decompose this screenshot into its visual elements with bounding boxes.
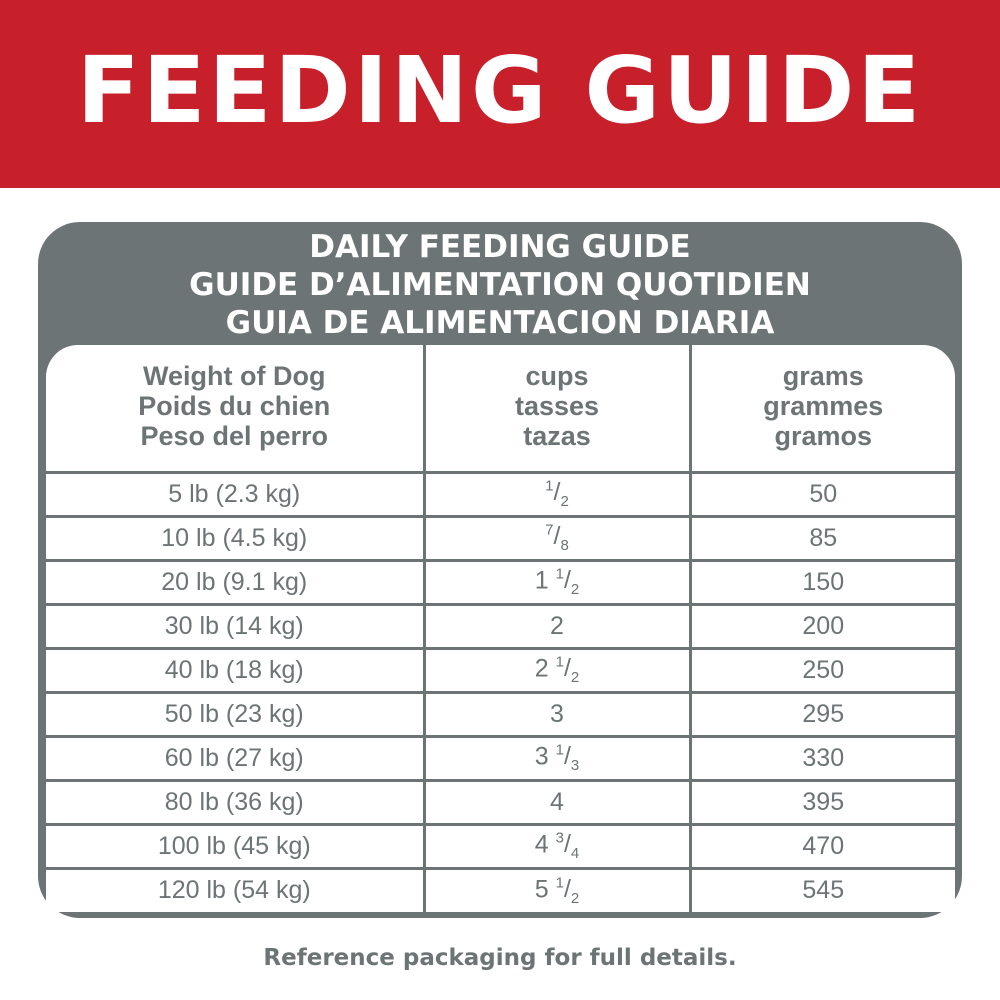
cups-fraction: 1/2 xyxy=(555,874,580,907)
weight-cell: 60 lb (27 kg) xyxy=(46,734,426,782)
fraction-numerator: 1 xyxy=(545,477,554,495)
header-cups: cups tasses tazas xyxy=(422,345,692,474)
fraction-numerator: 7 xyxy=(545,521,554,539)
cups-fraction: 1/2 xyxy=(555,565,580,599)
fraction-denominator: 2 xyxy=(570,669,580,687)
cups-fraction: 1/2 xyxy=(555,653,580,687)
cups-fraction: 1/3 xyxy=(555,741,580,775)
weight-cell: 5 lb (2.3 kg) xyxy=(46,470,426,518)
header-label: tasses xyxy=(514,391,600,421)
grams-cell: 250 xyxy=(688,646,955,694)
cups-whole: 5 xyxy=(534,874,549,903)
table-row: 5 lb (2.3 kg) 1/2 50 xyxy=(46,470,955,518)
table-row: 30 lb (14 kg) 2 200 xyxy=(46,602,955,650)
cups-whole: 2 xyxy=(550,611,564,640)
header-label: Peso del perro xyxy=(140,421,329,451)
grams-cell: 200 xyxy=(688,602,955,650)
feeding-table: Weight of Dog Poids du chien Peso del perr… xyxy=(46,345,955,912)
cups-whole: 3 xyxy=(534,742,549,771)
grams-cell: 470 xyxy=(688,822,955,870)
weight-cell: 40 lb (18 kg) xyxy=(46,646,426,694)
table-title-fr: GUIDE D’ALIMENTATION QUOTIDIEN xyxy=(189,267,811,303)
fraction-denominator: 2 xyxy=(570,889,580,907)
header-label: tazas xyxy=(523,421,591,451)
table-row: 50 lb (23 kg) 3 295 xyxy=(46,690,955,738)
weight-cell: 20 lb (9.1 kg) xyxy=(46,558,426,606)
header-label: gramos xyxy=(774,421,873,451)
cups-fraction: 1/2 xyxy=(545,477,569,511)
table-title-en: DAILY FEEDING GUIDE xyxy=(309,229,691,265)
grams-cell: 85 xyxy=(688,514,955,562)
table-titles: DAILY FEEDING GUIDE GUIDE D’ALIMENTATION… xyxy=(38,228,962,342)
table-row: 40 lb (18 kg) 2 1/2 250 xyxy=(46,646,955,694)
weight-cell: 50 lb (23 kg) xyxy=(46,690,426,738)
fraction-denominator: 2 xyxy=(560,493,569,511)
cups-fraction: 3/4 xyxy=(555,829,580,863)
weight-cell: 30 lb (14 kg) xyxy=(46,602,426,650)
grams-cell: 50 xyxy=(688,470,955,518)
fraction-numerator: 1 xyxy=(555,874,564,892)
header-weight: Weight of Dog Poids du chien Peso del perr… xyxy=(46,345,426,474)
table-row: 120 lb (54 kg) 5 1/2 545 xyxy=(46,866,955,912)
table-row: 80 lb (36 kg) 4 395 xyxy=(46,778,955,826)
header-label: grammes xyxy=(763,391,884,421)
weight-cell: 10 lb (4.5 kg) xyxy=(46,514,426,562)
footer-note: Reference packaging for full details. xyxy=(263,945,737,971)
weight-cell: 100 lb (45 kg) xyxy=(46,822,426,870)
header-label: cups xyxy=(525,361,589,391)
fraction-numerator: 3 xyxy=(555,829,564,847)
cups-cell: 4 xyxy=(422,778,692,826)
cups-whole: 2 xyxy=(534,654,549,683)
cups-cell: 4 3/4 xyxy=(422,822,692,870)
cups-cell: 2 xyxy=(422,602,692,650)
cups-whole: 1 xyxy=(534,566,549,595)
fraction-denominator: 4 xyxy=(570,845,580,863)
fraction-numerator: 1 xyxy=(555,653,564,671)
header-grams: grams grammes gramos xyxy=(688,345,955,474)
header-label: Weight of Dog xyxy=(143,361,326,391)
fraction-denominator: 8 xyxy=(560,537,569,555)
cups-cell: 2 1/2 xyxy=(422,646,692,694)
feeding-guide-table-box: DAILY FEEDING GUIDE GUIDE D’ALIMENTATION… xyxy=(38,222,962,918)
table-row: 20 lb (9.1 kg) 1 1/2 150 xyxy=(46,558,955,606)
grams-cell: 330 xyxy=(688,734,955,782)
fraction-denominator: 2 xyxy=(570,581,580,599)
cups-whole: 4 xyxy=(550,787,564,816)
grams-cell: 395 xyxy=(688,778,955,826)
cups-cell: 3 xyxy=(422,690,692,738)
fraction-numerator: 1 xyxy=(555,565,564,583)
cups-whole: 4 xyxy=(534,830,549,859)
weight-cell: 120 lb (54 kg) xyxy=(46,866,426,912)
page-title: FEEDING GUIDE xyxy=(76,36,924,144)
grams-cell: 545 xyxy=(688,866,955,912)
grams-cell: 150 xyxy=(688,558,955,606)
weight-cell: 80 lb (36 kg) xyxy=(46,778,426,826)
cups-cell: 1/2 xyxy=(422,470,692,518)
cups-cell: 1 1/2 xyxy=(422,558,692,606)
table-row: 100 lb (45 kg) 4 3/4 470 xyxy=(46,822,955,870)
table-row: 60 lb (27 kg) 3 1/3 330 xyxy=(46,734,955,782)
fraction-denominator: 3 xyxy=(570,757,580,775)
table-title-es: GUIA DE ALIMENTACION DIARIA xyxy=(225,305,775,341)
header-label: Poids du chien xyxy=(138,391,331,421)
header-label: grams xyxy=(782,361,864,391)
table-row: 10 lb (4.5 kg) 7/8 85 xyxy=(46,514,955,562)
fraction-numerator: 1 xyxy=(555,741,564,759)
cups-cell: 5 1/2 xyxy=(422,866,692,912)
cups-fraction: 7/8 xyxy=(545,521,569,555)
cups-cell: 3 1/3 xyxy=(422,734,692,782)
cups-whole: 3 xyxy=(550,699,564,728)
header-banner: FEEDING GUIDE xyxy=(0,0,1000,188)
cups-cell: 7/8 xyxy=(422,514,692,562)
grams-cell: 295 xyxy=(688,690,955,738)
